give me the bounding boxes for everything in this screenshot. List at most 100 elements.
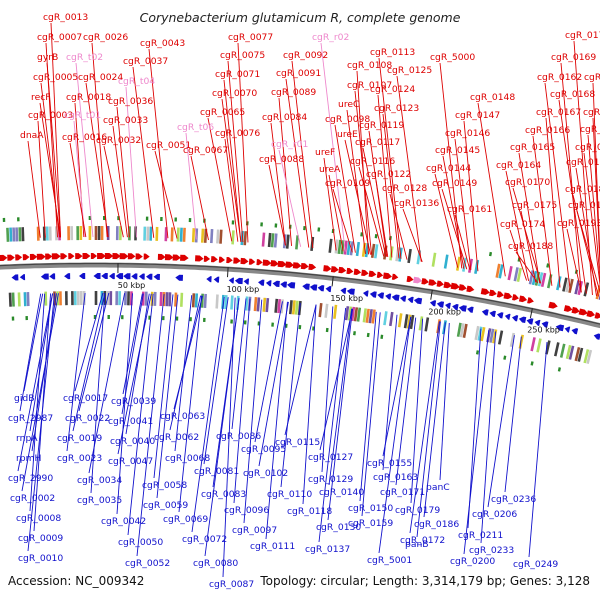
- forward-gene-arrow: [203, 255, 211, 262]
- label-connector: [328, 174, 344, 252]
- forward-category-block: [407, 248, 412, 264]
- bottom-gene-label: cgR_0206: [472, 509, 517, 520]
- reverse-category-block: [265, 298, 270, 313]
- label-connector: [477, 102, 506, 277]
- top-gene-label: cgR_0084: [262, 112, 307, 123]
- forward-gene-arrow: [450, 282, 460, 290]
- label-connector: [332, 188, 353, 253]
- bottom-gene-label: cgR_0008: [16, 513, 61, 524]
- top-gene-label: cgR_0149: [432, 178, 477, 189]
- forward-category-block: [431, 252, 437, 267]
- label-connector: [69, 142, 87, 238]
- reverse-category-block: [518, 334, 524, 349]
- forward-gene-arrow: [292, 262, 302, 269]
- forward-category-block: [349, 241, 354, 256]
- top-gene-label: cgR_0026: [83, 32, 128, 43]
- label-connector: [504, 336, 522, 493]
- forward-category-block: [334, 239, 339, 254]
- bottom-gene-label: cgR_0002: [10, 493, 55, 504]
- label-connector: [91, 42, 108, 238]
- label-connector: [587, 134, 600, 284]
- reverse-gene-arrow: [213, 276, 220, 283]
- label-connector: [463, 330, 490, 555]
- label-connector: [378, 57, 402, 259]
- forward-gene-arrow: [308, 263, 317, 271]
- forward-category-block: [146, 226, 150, 241]
- forward-category-block: [231, 230, 235, 245]
- label-connector: [19, 293, 42, 412]
- gc-mark: [366, 332, 370, 338]
- top-gene-label: cgR_0122: [366, 169, 411, 180]
- label-connector: [356, 70, 369, 255]
- label-connector: [127, 293, 154, 536]
- reverse-gene-arrow: [93, 273, 101, 280]
- top-gene-label: cgR_t01: [64, 110, 101, 121]
- reverse-category-block: [165, 292, 169, 307]
- forward-gene-arrow: [578, 308, 588, 316]
- top-gene-label: cgR_0136: [394, 198, 439, 209]
- gc-mark: [231, 220, 235, 225]
- label-connector: [528, 342, 548, 558]
- label-connector: [212, 297, 240, 488]
- label-connector: [265, 301, 288, 540]
- top-gene-label: cgR_0119: [359, 120, 404, 131]
- bottom-gene-label: cgR_0137: [305, 544, 350, 555]
- label-connector: [125, 86, 137, 238]
- forward-gene-arrow: [270, 260, 279, 267]
- bottom-gene-label: gidB: [14, 393, 35, 404]
- top-gene-label: cgR_0113: [370, 47, 415, 58]
- genome-backbone-edge: [0, 262, 600, 325]
- forward-category-block: [343, 240, 348, 255]
- forward-gene-arrow: [527, 297, 534, 304]
- top-gene-label: cgR_0128: [382, 183, 427, 194]
- top-gene-label: cgR_0005: [33, 72, 78, 83]
- reverse-gene-arrow: [458, 305, 467, 312]
- label-connector: [46, 62, 62, 238]
- top-gene-label: cgR_0018: [66, 92, 111, 103]
- label-connector: [583, 152, 600, 289]
- forward-gene-arrow: [480, 288, 490, 295]
- forward-category-block: [182, 227, 186, 242]
- label-connector: [362, 147, 387, 257]
- forward-gene-arrow: [82, 253, 91, 260]
- label-connector: [125, 293, 150, 435]
- forward-gene-arrow: [210, 256, 218, 263]
- top-gene-label: cgR_0043: [140, 38, 185, 49]
- gc-mark: [271, 322, 274, 327]
- reverse-category-block: [168, 292, 172, 307]
- top-gene-label: cgR_0181: [575, 142, 600, 153]
- bottom-gene-label: cgR_5001: [367, 555, 412, 566]
- reverse-category-block: [159, 291, 163, 307]
- bottom-gene-label: cgR_0150: [348, 503, 393, 514]
- gc-mark: [546, 263, 550, 268]
- label-connector: [284, 304, 317, 436]
- top-gene-label: cgR_0070: [212, 88, 257, 99]
- label-connector: [278, 97, 292, 246]
- reverse-category-block: [174, 292, 178, 307]
- forward-category-block: [15, 227, 19, 242]
- reverse-category-block: [389, 311, 394, 327]
- bottom-gene-label: cgR_0019: [57, 433, 102, 444]
- genome-backbone: [0, 262, 600, 329]
- label-connector: [592, 117, 600, 274]
- top-gene-label: cgR_0168: [550, 89, 595, 100]
- top-gene-label: cgR_0174: [500, 219, 545, 230]
- reverse-gene-arrow: [571, 328, 579, 335]
- top-gene-label: cgR_0089: [271, 87, 316, 98]
- forward-gene-arrow: [75, 253, 83, 260]
- reverse-category-block: [324, 303, 329, 318]
- reverse-gene-arrow: [340, 287, 347, 294]
- reverse-category-block: [215, 294, 219, 309]
- label-connector: [454, 138, 472, 270]
- reverse-gene-arrow: [362, 290, 369, 297]
- label-connector: [382, 113, 400, 259]
- label-connector: [544, 82, 571, 290]
- bottom-gene-label: cgR_0059: [143, 500, 188, 511]
- forward-category-block: [374, 244, 379, 259]
- label-connector: [434, 173, 459, 268]
- reverse-gene-arrow: [228, 277, 235, 284]
- top-gene-label: cgR_0182: [580, 124, 600, 135]
- reverse-category-block: [194, 293, 199, 308]
- bottom-gene-label: cgR_0233: [469, 545, 514, 556]
- label-connector: [291, 60, 314, 249]
